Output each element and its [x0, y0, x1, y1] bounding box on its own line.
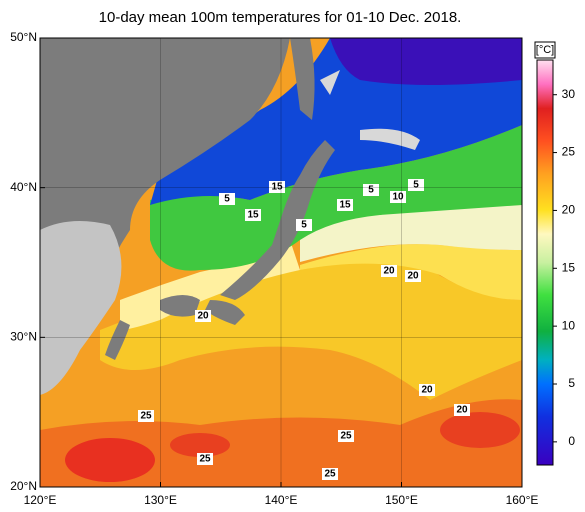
contour-label: 25	[340, 431, 352, 442]
contour-label: 20	[383, 266, 395, 277]
contour-label-box	[405, 270, 421, 282]
x-tick-label: 130°E	[144, 493, 177, 507]
colorbar	[536, 59, 554, 466]
contour-label-box	[197, 453, 213, 465]
contour-label: 20	[407, 271, 419, 282]
contour-label-box	[195, 310, 211, 322]
contour-label: 10	[392, 192, 404, 203]
axes: 120°E 130°E 140°E 150°E 160°E 20°N 30°N 40°N 50°…	[10, 30, 538, 507]
contour-label: 25	[199, 454, 211, 465]
temperature-field	[40, 38, 522, 487]
contour-label: 20	[456, 405, 468, 416]
contour-label-box	[381, 265, 397, 277]
contour-label: 5	[413, 180, 419, 191]
y-tick-label: 50°N	[10, 30, 37, 44]
contour-label: 5	[224, 194, 230, 205]
contour-label-box	[390, 191, 406, 203]
x-tick-label: 150°E	[385, 493, 418, 507]
contour-label: 25	[324, 469, 336, 480]
contour-label-box	[322, 468, 338, 480]
x-tick-label: 140°E	[265, 493, 298, 507]
colorbar-tick-label: 25	[562, 145, 576, 159]
colorbar-tick-label: 30	[562, 87, 576, 101]
colorbar-tick-label: 5	[568, 376, 575, 390]
contour-label: 5	[301, 220, 307, 231]
contour-label: 15	[247, 210, 259, 221]
contour-label: 15	[339, 200, 351, 211]
colorbar-tick-label: 0	[568, 434, 575, 448]
contour-label-box	[138, 410, 154, 422]
contour-label: 25	[140, 411, 152, 422]
contour-label: 5	[368, 185, 374, 196]
contour-label-box	[245, 209, 261, 221]
contour-label-box	[269, 181, 285, 193]
y-tick-label: 20°N	[10, 479, 37, 493]
x-tick-label: 160°E	[506, 493, 539, 507]
contour-label: 15	[271, 182, 283, 193]
contour-label-box	[296, 219, 312, 231]
y-tick-label: 30°N	[10, 330, 37, 344]
title: 10-day mean 100m temperatures for 01-10 …	[99, 9, 462, 26]
y-tick-label: 40°N	[10, 180, 37, 194]
contour-label-box	[338, 430, 354, 442]
contour-label-box	[408, 179, 424, 191]
colorbar-tick-label: 20	[562, 203, 576, 217]
contour-labels: 5 15 15 5 15 5 10 5 20 20 20 20 20 25 25 25 25	[138, 179, 470, 480]
colorbar-tick-label: 10	[562, 318, 576, 332]
contour-label-box	[454, 404, 470, 416]
contour-label: 20	[421, 385, 433, 396]
colorbar-unit-box	[534, 41, 556, 59]
contour-label: 20	[197, 311, 209, 322]
x-tick-label: 120°E	[24, 493, 57, 507]
colorbar-unit: [°C]	[536, 44, 554, 56]
contour-label-box	[419, 384, 435, 396]
colorbar-tick-label: 15	[562, 260, 576, 274]
contour-label-box	[363, 184, 379, 196]
contour-label-box	[219, 193, 235, 205]
contour-label-box	[337, 199, 353, 211]
